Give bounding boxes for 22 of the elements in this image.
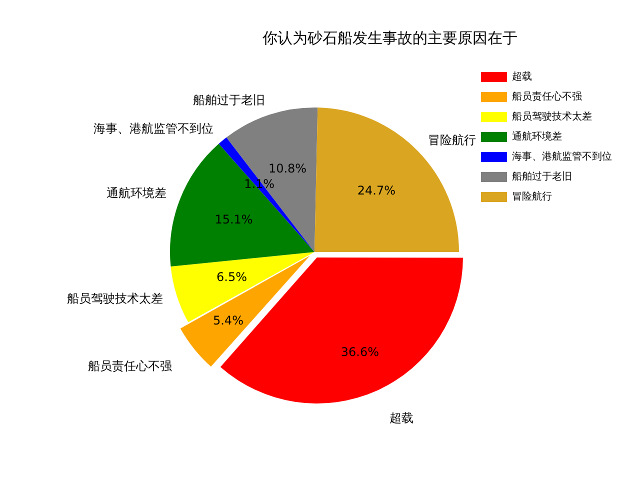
legend-label: 船员驾驶技术太差 (512, 110, 592, 123)
legend-label: 船舶过于老旧 (512, 170, 572, 183)
slice-label: 冒险航行 (428, 132, 476, 147)
slice-label: 超载 (390, 410, 414, 425)
data-label: 36.6% (340, 345, 380, 360)
slice-label: 通航环境差 (106, 186, 166, 200)
data-label: 1.1% (244, 177, 275, 192)
legend-label: 海事、港航监管不到位 (512, 150, 612, 163)
data-label: 5.4% (212, 313, 244, 328)
chart-title: 你认为砂石船发生事故的主要原因在于 (262, 28, 518, 47)
data-label: 6.5% (216, 270, 248, 284)
slice-label: 海事、港航监管不到位 (93, 122, 214, 136)
legend-label: 冒险航行 (512, 190, 552, 203)
data-label: 15.1% (214, 212, 253, 227)
slice-label: 船员驾驶技术太差 (66, 292, 163, 306)
slice-label: 船员责任心不强 (88, 358, 172, 373)
legend-label: 通航环境差 (512, 130, 562, 143)
data-label: 24.7% (357, 183, 396, 198)
slice-label: 船舶过于老旧 (193, 93, 266, 108)
legend-label: 超载 (512, 70, 532, 83)
data-label: 10.8% (268, 162, 307, 176)
legend-label: 船员责任心不强 (512, 90, 582, 103)
